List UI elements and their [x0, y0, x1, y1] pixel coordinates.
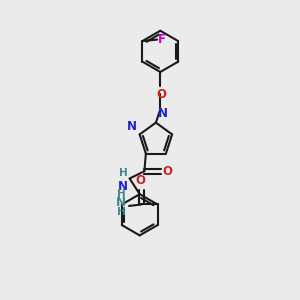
Text: H: H — [119, 168, 128, 178]
Text: O: O — [163, 165, 172, 178]
Text: H: H — [117, 189, 126, 199]
Text: H: H — [117, 206, 126, 217]
Text: N: N — [158, 107, 168, 120]
Text: N: N — [118, 180, 128, 193]
Text: N: N — [116, 196, 126, 209]
Text: O: O — [136, 174, 146, 188]
Text: N: N — [127, 120, 137, 133]
Text: F: F — [158, 33, 166, 46]
Text: O: O — [156, 88, 166, 100]
